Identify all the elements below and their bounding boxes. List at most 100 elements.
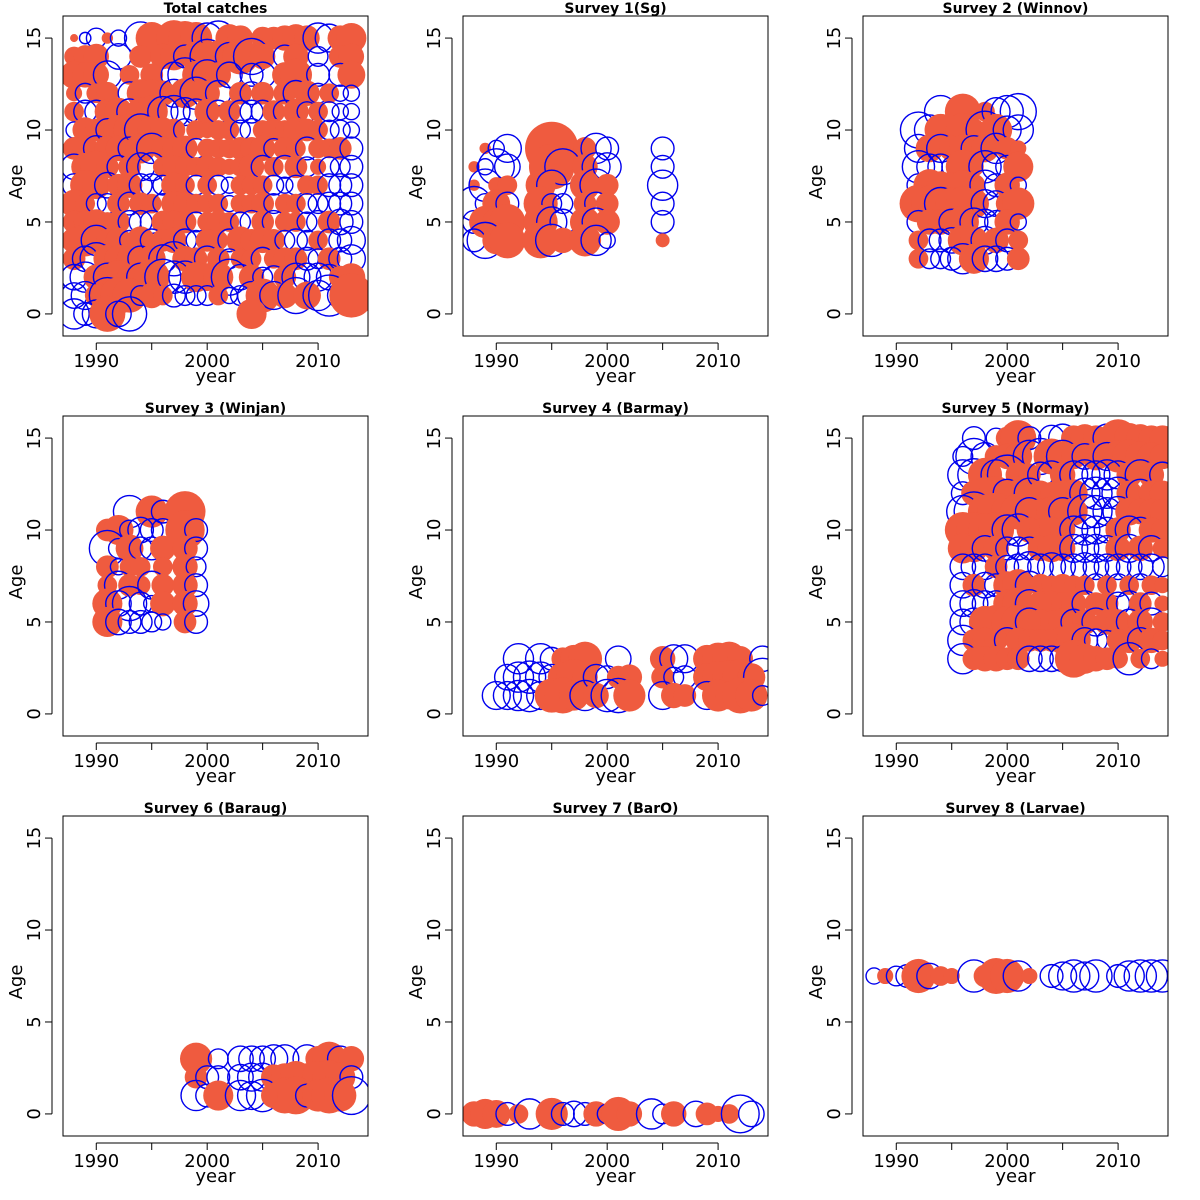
bubble-positive <box>594 209 620 235</box>
x-tick-label: 2000 <box>584 1151 630 1172</box>
bubble-positive <box>1105 609 1131 635</box>
bubble-negative <box>318 101 340 123</box>
bubble-positive <box>125 133 156 164</box>
y-tick-label: 10 <box>424 519 445 542</box>
bubble-negative <box>184 609 209 635</box>
bubble-negative <box>917 228 942 253</box>
bubble-positive <box>1152 630 1168 651</box>
bubble-negative <box>1048 961 1078 991</box>
bubble-negative <box>552 193 574 215</box>
x-axis: 1990 2000 2010 year <box>873 342 1141 387</box>
bubble-positive <box>219 212 240 232</box>
bubble-positive <box>251 192 275 215</box>
y-tick-label: 5 <box>424 216 445 227</box>
plot-frame <box>462 15 769 337</box>
bubble-positive <box>130 575 151 596</box>
y-tick-label: 0 <box>24 308 45 319</box>
x-axis-label: year <box>595 766 636 787</box>
y-tick-label: 5 <box>24 616 45 627</box>
bubble-positive <box>1154 577 1168 594</box>
bubble-positive <box>284 155 308 179</box>
x-tick-label: 1990 <box>473 1151 519 1172</box>
bubble-positive <box>222 38 259 75</box>
x-tick-label: 2010 <box>695 751 741 772</box>
y-tick-label: 5 <box>824 216 845 227</box>
bubble-negative <box>296 211 318 233</box>
bubble-positive <box>310 158 327 175</box>
bubble-negative <box>1134 959 1168 993</box>
y-tick-label: 15 <box>424 827 445 850</box>
bubble-negative <box>1069 514 1101 546</box>
bubble-negative <box>263 174 285 196</box>
y-tick-label: 10 <box>424 919 445 942</box>
bubble-positive <box>172 135 198 162</box>
bubble-negative <box>502 679 535 712</box>
y-axis: 0 5 10 15 Age <box>6 427 53 720</box>
bubble-negative <box>1015 645 1043 673</box>
bubble-positive <box>735 679 768 712</box>
x-axis: 1990 2000 2010 year <box>73 342 341 387</box>
x-tick-label: 2000 <box>184 751 230 772</box>
y-tick-label: 5 <box>824 1016 845 1027</box>
y-tick-label: 5 <box>24 216 45 227</box>
bubble-positive <box>616 1101 643 1127</box>
y-axis-label: Age <box>406 965 427 1000</box>
bubble-negative <box>128 609 153 635</box>
bubble-negative <box>1027 645 1054 673</box>
x-axis-label: year <box>195 766 236 787</box>
x-tick-label: 2010 <box>1095 1151 1141 1172</box>
bubble-negative <box>598 231 616 250</box>
bubble-negative <box>999 92 1037 131</box>
bubble-negative <box>328 228 353 253</box>
y-axis-label: Age <box>806 565 827 600</box>
bubble-positive <box>971 134 999 163</box>
bubble-negative <box>502 643 535 675</box>
bubble-negative <box>1059 533 1089 564</box>
y-tick-label: 10 <box>24 119 45 142</box>
bubble-negative <box>296 193 318 215</box>
bubble-negative <box>720 1094 760 1134</box>
y-axis-label: Age <box>406 565 427 600</box>
bubble-negative <box>1123 959 1158 993</box>
bubble-positive <box>89 295 126 332</box>
bubble-negative <box>339 136 364 161</box>
bubble-positive <box>1138 462 1165 488</box>
bubble-positive <box>962 573 986 597</box>
bubble-negative <box>117 609 142 635</box>
bubble-positive <box>719 1104 740 1124</box>
bubble-negative <box>650 191 675 216</box>
bubble-positive <box>293 281 321 310</box>
y-axis-label: Age <box>6 165 27 200</box>
x-axis: 1990 2000 2010 year <box>473 1142 741 1187</box>
bubble-positive <box>1127 609 1153 635</box>
panel-title: Survey 1(Sg) <box>564 1 666 17</box>
bubble-positive <box>990 958 1025 994</box>
bubbles <box>63 20 368 332</box>
bubble-negative <box>342 121 361 139</box>
y-tick-label: 15 <box>824 27 845 50</box>
bubble-negative <box>174 284 196 307</box>
bubble-positive <box>337 60 366 89</box>
x-tick-label: 1990 <box>73 351 119 372</box>
bubble-positive <box>613 679 646 712</box>
bubble-negative <box>276 176 294 194</box>
bubble-negative <box>63 298 90 330</box>
bubble-positive <box>329 273 368 318</box>
x-axis-label: year <box>995 766 1036 787</box>
y-tick-label: 0 <box>424 1108 445 1119</box>
bubble-negative <box>342 84 361 102</box>
bubble-positive <box>83 43 109 70</box>
x-tick-label: 2010 <box>1095 351 1141 372</box>
x-tick-label: 1990 <box>73 1151 119 1172</box>
bubble-positive <box>150 590 176 617</box>
bubble-positive <box>558 680 589 711</box>
bubble-positive <box>661 1101 687 1127</box>
plot-frame <box>462 415 769 737</box>
x-axis: 1990 2000 2010 year <box>873 742 1141 787</box>
bubble-negative <box>185 284 207 307</box>
bubble-negative <box>78 31 92 45</box>
x-tick-label: 2000 <box>984 351 1030 372</box>
panel-9: Survey 8 (Larvae) 1990 2000 2010 year 0 5 10 15 A… <box>806 801 1169 1187</box>
x-tick-label: 2000 <box>984 1151 1030 1172</box>
x-axis: 1990 2000 2010 year <box>873 1142 1141 1187</box>
